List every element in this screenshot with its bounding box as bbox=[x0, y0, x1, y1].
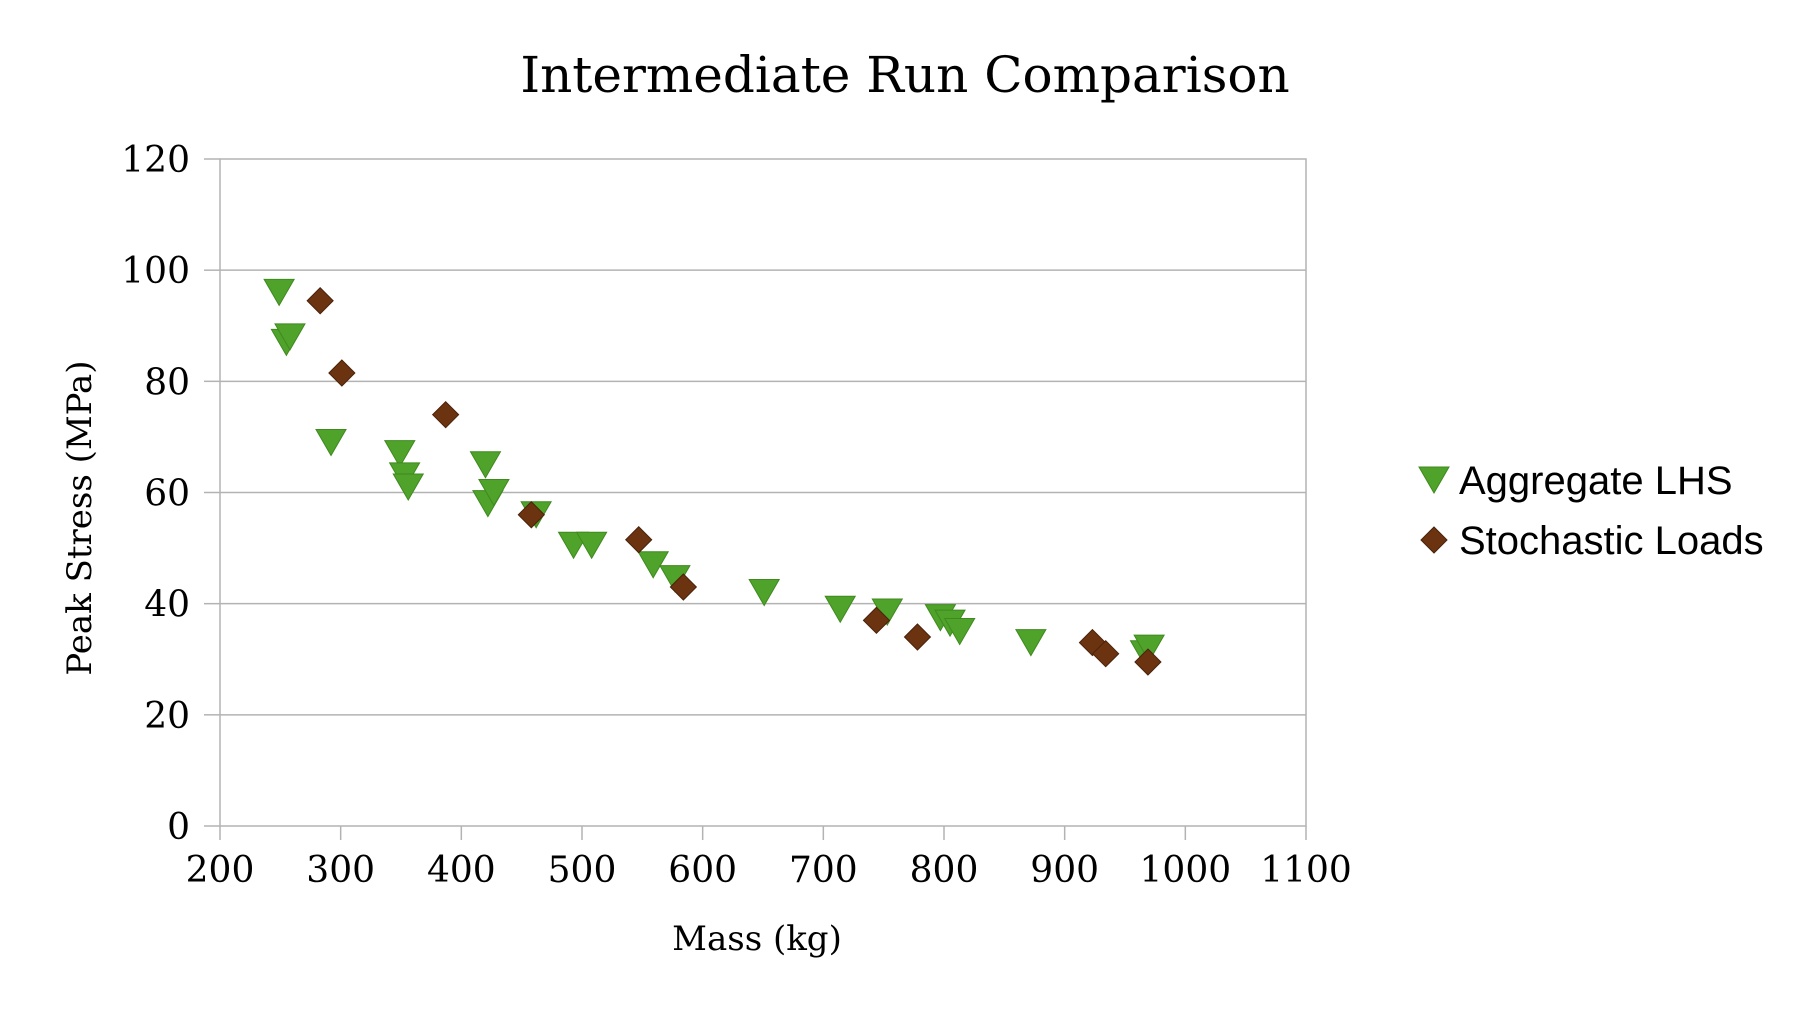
aggregate-lhs-point bbox=[1133, 634, 1165, 663]
stochastic-loads-point bbox=[669, 573, 698, 601]
x-tick-label: 1100 bbox=[1260, 850, 1352, 891]
aggregate-lhs-point bbox=[575, 531, 608, 560]
y-axis-label: Peak Stress (MPa) bbox=[60, 360, 100, 675]
stochastic-loads-point bbox=[431, 400, 460, 429]
y-tick-label: 120 bbox=[121, 140, 190, 181]
gridlines bbox=[220, 269, 1306, 716]
x-tick-label: 800 bbox=[910, 850, 979, 891]
stochastic-loads-point bbox=[862, 606, 891, 635]
aggregate-lhs-point bbox=[943, 617, 976, 646]
aggregate-lhs-point bbox=[1015, 629, 1047, 657]
x-tick-label: 600 bbox=[668, 850, 737, 891]
x-tick-label: 1000 bbox=[1140, 850, 1232, 891]
stochastic-loads-point bbox=[517, 501, 546, 529]
aggregate-lhs-point bbox=[478, 479, 510, 507]
aggregate-lhs-point bbox=[637, 551, 670, 579]
legend: Aggregate LHS Stochastic Loads bbox=[1418, 459, 1764, 563]
x-tick-label: 300 bbox=[306, 850, 375, 891]
x-tick-label: 500 bbox=[548, 850, 617, 891]
aggregate-lhs-point bbox=[263, 278, 295, 307]
aggregate-lhs-point bbox=[274, 323, 306, 351]
y-tick-label: 100 bbox=[121, 251, 190, 292]
chart-title: Intermediate Run Comparison bbox=[520, 46, 1289, 104]
aggregate-lhs-point bbox=[383, 440, 416, 468]
x-tick-label: 400 bbox=[427, 850, 496, 891]
aggregate-lhs-point bbox=[824, 595, 857, 624]
legend-triangle-marker bbox=[1418, 466, 1450, 495]
x-tick-label: 200 bbox=[186, 850, 255, 891]
y-tick-label: 20 bbox=[144, 696, 190, 737]
y-tick-label: 0 bbox=[167, 807, 190, 848]
legend-diamond-marker bbox=[1420, 526, 1448, 554]
stochastic-loads-point bbox=[625, 526, 653, 554]
y-tick-label: 60 bbox=[144, 474, 190, 515]
data-points bbox=[263, 278, 1165, 676]
x-tick-label: 700 bbox=[789, 850, 858, 891]
x-tick-label: 900 bbox=[1030, 850, 1099, 891]
axis-ticks: 0 20 40 60 80 100 120 200 300 400 500 600 700 800 900 1… bbox=[121, 140, 1352, 891]
y-tick-label: 80 bbox=[144, 362, 190, 403]
y-tick-label: 40 bbox=[144, 585, 190, 626]
stochastic-loads-point bbox=[306, 287, 334, 315]
legend-label: Aggregate LHS bbox=[1459, 459, 1733, 503]
stochastic-loads-point bbox=[903, 623, 932, 651]
stochastic-loads-point bbox=[328, 359, 356, 387]
stochastic-loads-point bbox=[1091, 639, 1120, 668]
aggregate-lhs-point bbox=[748, 579, 781, 607]
aggregate-lhs-point bbox=[315, 428, 347, 457]
stochastic-loads-point bbox=[1134, 648, 1162, 676]
x-axis-label: Mass (kg) bbox=[672, 919, 842, 959]
legend-label: Stochastic Loads bbox=[1459, 519, 1764, 563]
aggregate-lhs-point bbox=[392, 473, 425, 501]
aggregate-lhs-point bbox=[469, 451, 502, 479]
